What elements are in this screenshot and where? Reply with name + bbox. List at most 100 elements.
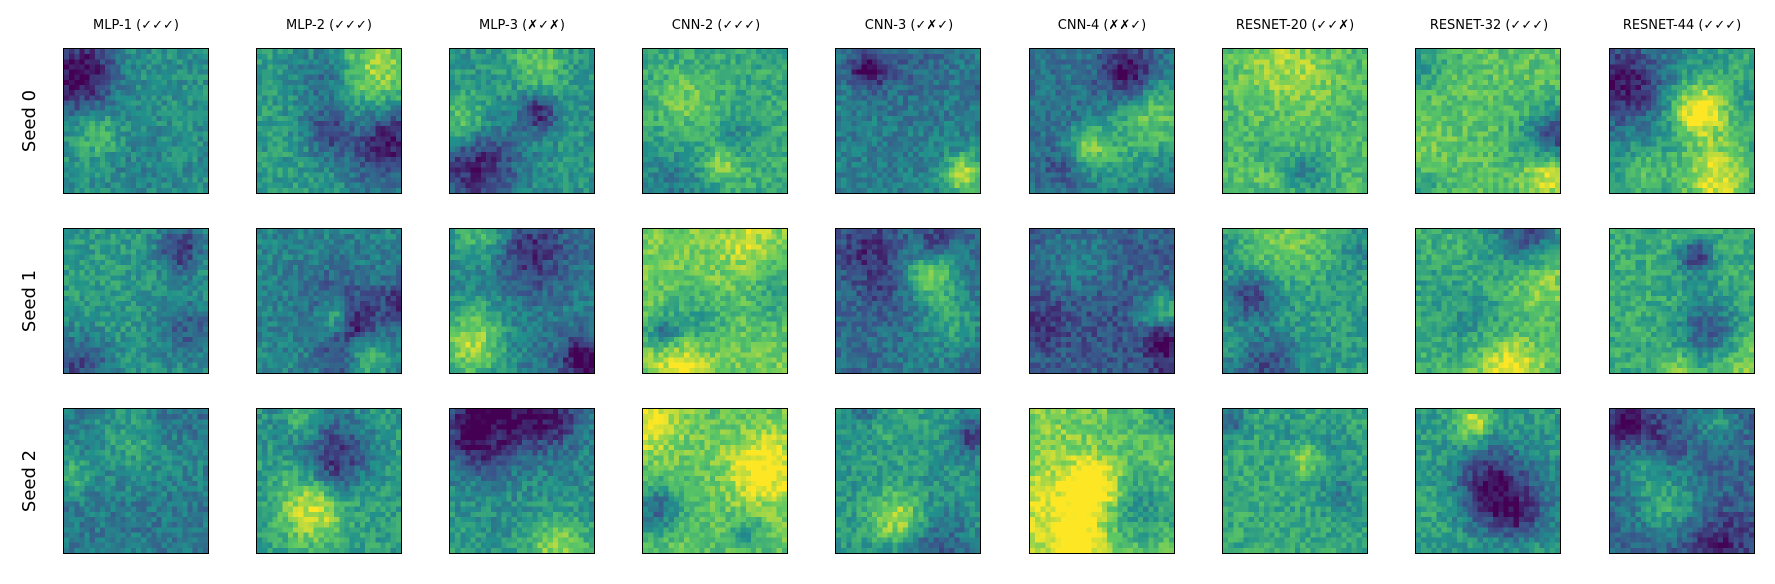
heatmap-cell bbox=[79, 115, 85, 122]
heatmap-cell bbox=[94, 64, 101, 70]
heatmap-cell bbox=[344, 167, 350, 173]
heatmap-cell bbox=[1361, 69, 1367, 75]
heatmap-cell bbox=[872, 74, 878, 80]
heatmap-cell bbox=[648, 110, 654, 116]
heatmap-cell bbox=[105, 74, 111, 80]
heatmap-cell bbox=[287, 59, 294, 65]
heatmap-cell bbox=[846, 157, 852, 163]
heatmap-cell bbox=[933, 74, 939, 80]
heatmap-cell bbox=[740, 110, 746, 116]
heatmap-cell bbox=[1035, 110, 1041, 116]
heatmap-cell bbox=[172, 131, 178, 137]
heatmap-cell bbox=[1158, 187, 1164, 193]
heatmap-cell bbox=[897, 90, 903, 96]
heatmap-cell bbox=[460, 172, 466, 178]
heatmap-cell bbox=[349, 162, 355, 168]
heatmap-cell bbox=[161, 54, 167, 60]
heatmap-cell bbox=[776, 74, 782, 80]
heatmap-cell bbox=[663, 157, 669, 163]
heatmap-cell bbox=[1138, 69, 1144, 75]
heatmap-cell bbox=[908, 136, 914, 142]
heatmap-cell bbox=[480, 49, 487, 55]
heatmap-cell bbox=[1091, 54, 1097, 60]
heatmap-cell bbox=[349, 90, 355, 96]
heatmap-cell bbox=[511, 126, 517, 132]
heatmap-cell bbox=[450, 187, 456, 193]
heatmap-cell bbox=[1060, 187, 1067, 193]
heatmap-cell bbox=[146, 157, 152, 163]
heatmap-cell bbox=[882, 141, 888, 147]
heatmap-cell bbox=[959, 95, 965, 101]
heatmap-cell bbox=[1143, 85, 1149, 91]
heatmap-cell bbox=[334, 136, 340, 142]
heatmap-cell bbox=[282, 54, 288, 60]
heatmap-cell bbox=[542, 90, 548, 96]
heatmap-cell bbox=[1030, 141, 1036, 147]
heatmap-cell bbox=[1030, 151, 1036, 158]
heatmap-cell bbox=[653, 167, 659, 173]
heatmap-cell bbox=[166, 49, 173, 55]
heatmap-cell bbox=[120, 162, 126, 168]
heatmap-cell bbox=[964, 115, 970, 122]
heatmap-cell bbox=[287, 115, 294, 122]
heatmap-cell bbox=[365, 100, 371, 106]
heatmap-cell bbox=[694, 146, 700, 152]
heatmap-cell bbox=[1248, 90, 1254, 96]
heatmap-cell bbox=[339, 121, 345, 127]
heatmap-cell bbox=[709, 136, 716, 142]
heatmap-cell bbox=[1143, 121, 1149, 127]
heatmap-cell bbox=[684, 131, 690, 137]
heatmap-cell bbox=[974, 131, 980, 137]
heatmap-cell bbox=[455, 69, 461, 75]
heatmap-cell bbox=[287, 136, 294, 142]
heatmap-cell bbox=[298, 182, 304, 188]
heatmap-cell bbox=[166, 126, 173, 132]
heatmap-cell bbox=[156, 172, 162, 178]
heatmap-cell bbox=[130, 85, 137, 91]
heatmap-cell bbox=[298, 136, 304, 142]
heatmap-cell bbox=[658, 141, 664, 147]
heatmap-cell bbox=[182, 79, 188, 86]
heatmap-cell bbox=[938, 182, 945, 188]
heatmap-cell bbox=[872, 64, 878, 70]
heatmap-cell bbox=[771, 187, 777, 193]
heatmap-cell bbox=[1055, 187, 1061, 193]
heatmap-cell bbox=[146, 121, 152, 127]
heatmap-cell bbox=[491, 146, 497, 152]
heatmap-cell bbox=[370, 131, 376, 137]
heatmap-cell bbox=[120, 187, 126, 193]
heatmap-cell bbox=[475, 167, 481, 173]
heatmap-cell bbox=[725, 162, 731, 168]
heatmap-cell bbox=[658, 182, 664, 188]
heatmap-cell bbox=[506, 85, 512, 91]
heatmap-cell bbox=[658, 59, 664, 65]
heatmap-cell bbox=[1284, 85, 1290, 91]
heatmap-cell bbox=[877, 105, 883, 111]
heatmap-cell bbox=[156, 182, 162, 188]
heatmap-cell bbox=[146, 49, 152, 55]
heatmap-cell bbox=[588, 126, 594, 132]
heatmap-cell bbox=[542, 79, 548, 86]
heatmap-cell bbox=[964, 136, 970, 142]
heatmap-cell bbox=[954, 162, 960, 168]
heatmap-cell bbox=[395, 100, 401, 106]
heatmap-cell bbox=[918, 167, 924, 173]
heatmap-cell bbox=[944, 54, 950, 60]
heatmap-cell bbox=[836, 182, 842, 188]
heatmap-cell bbox=[257, 167, 263, 173]
heatmap-cell bbox=[395, 126, 401, 132]
heatmap-cell bbox=[928, 182, 934, 188]
heatmap-cell bbox=[501, 131, 507, 137]
heatmap-cell bbox=[262, 110, 268, 116]
heatmap-cell bbox=[172, 115, 178, 122]
heatmap-cell bbox=[298, 110, 304, 116]
heatmap-cell bbox=[568, 157, 574, 163]
heatmap-cell bbox=[583, 162, 589, 168]
heatmap-cell bbox=[1035, 74, 1041, 80]
heatmap-cell bbox=[136, 162, 142, 168]
heatmap-cell bbox=[1055, 54, 1061, 60]
heatmap-cell bbox=[1112, 95, 1118, 101]
heatmap-cell bbox=[1060, 167, 1067, 173]
heatmap-cell bbox=[861, 151, 867, 158]
heatmap-cell bbox=[136, 85, 142, 91]
